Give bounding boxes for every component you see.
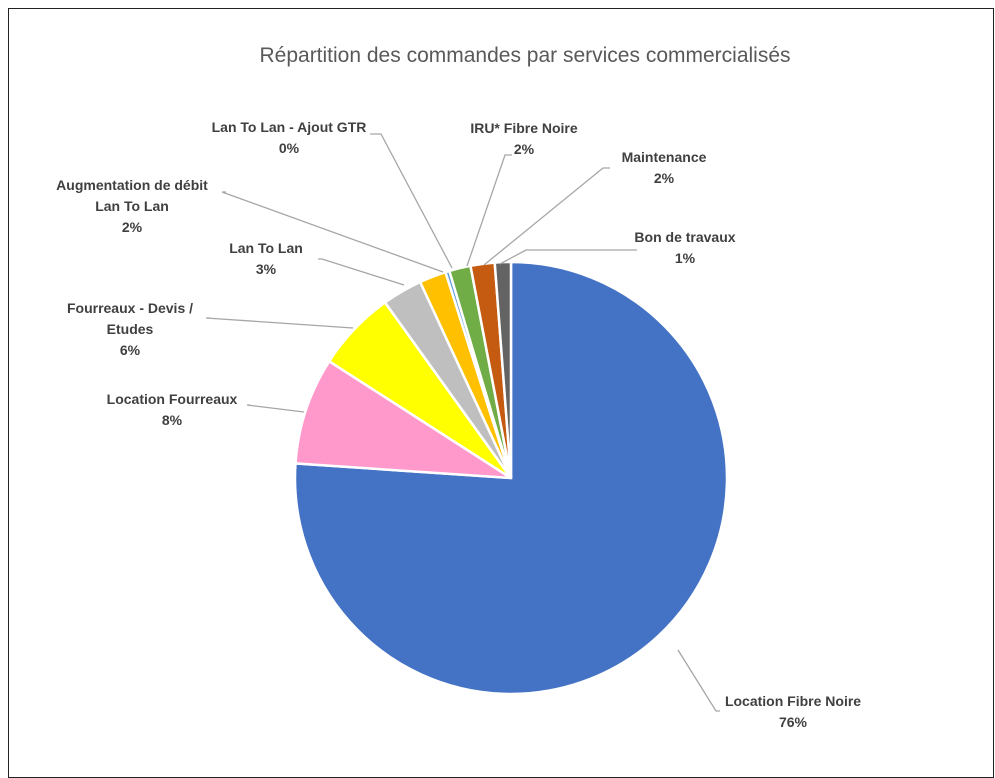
- leader-line-1: [677, 649, 720, 712]
- leader-line-8: [483, 167, 610, 266]
- slice-percent-9: 1%: [675, 250, 696, 266]
- slice-label-3: Fourreaux - Devis /: [67, 300, 193, 316]
- pie-slices: [293, 260, 729, 696]
- slice-label-9: Bon de travaux: [634, 229, 735, 245]
- slice-label-5: Lan To Lan: [95, 198, 169, 214]
- leader-line-7: [466, 154, 512, 267]
- slice-percent-1: 76%: [779, 714, 808, 730]
- slice-percent-7: 2%: [514, 141, 535, 157]
- leader-line-4: [318, 258, 405, 286]
- slice-label-3: Etudes: [107, 321, 154, 337]
- slice-percent-8: 2%: [654, 170, 675, 186]
- slice-percent-6: 0%: [279, 140, 300, 156]
- leader-line-3: [205, 317, 354, 329]
- slice-percent-3: 6%: [120, 342, 141, 358]
- pie-slice-2: [294, 359, 512, 480]
- slice-label-6: Lan To Lan - Ajout GTR: [212, 119, 367, 135]
- slice-label-1: Location Fibre Noire: [725, 693, 861, 709]
- slice-label-5: Augmentation de débit: [56, 177, 208, 193]
- slice-label-4: Lan To Lan: [229, 240, 303, 256]
- leader-line-9: [499, 249, 637, 265]
- slice-label-2: Location Fourreaux: [107, 391, 238, 407]
- leader-lines: [205, 133, 720, 712]
- leader-line-6: [370, 133, 453, 269]
- leader-line-2: [246, 404, 305, 413]
- slice-percent-5: 2%: [122, 219, 143, 235]
- slice-percent-4: 3%: [256, 261, 277, 277]
- leader-line-5: [221, 191, 444, 273]
- slice-label-7: IRU* Fibre Noire: [470, 120, 578, 136]
- slice-percent-2: 8%: [162, 412, 183, 428]
- chart-title: Répartition des commandes par services c…: [259, 44, 790, 67]
- slice-label-8: Maintenance: [622, 149, 707, 165]
- slice-labels: Location Fibre Noire 76% Location Fourreau…: [56, 119, 861, 730]
